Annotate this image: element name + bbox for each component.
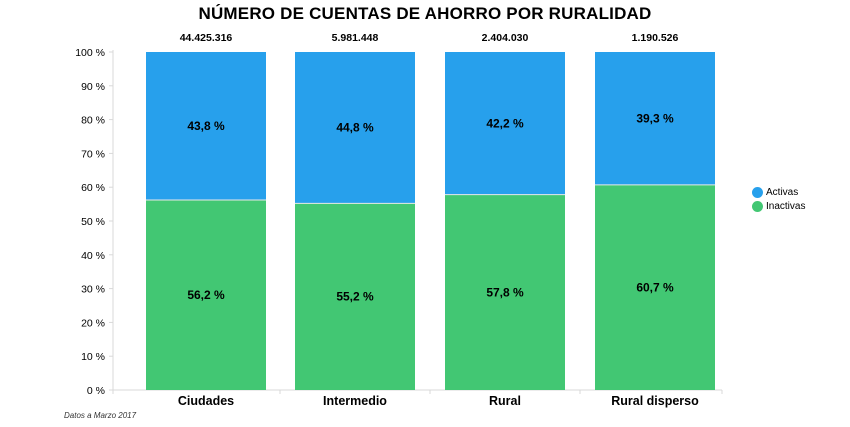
bar-activas-rural xyxy=(445,52,565,195)
y-tick-label: 80 % xyxy=(81,115,105,127)
y-tick-label: 100 % xyxy=(75,47,105,59)
legend-swatch-inactivas xyxy=(752,200,763,212)
y-tick-label: 90 % xyxy=(81,81,105,93)
data-label: 43,8 % xyxy=(187,119,225,133)
bar-inactivas-ciudades xyxy=(146,200,266,390)
data-label: 60,7 % xyxy=(636,280,674,294)
bar-inactivas-rural-disperso xyxy=(595,184,715,390)
x-tick-label: Rural disperso xyxy=(611,394,699,408)
x-tick-label: Intermedio xyxy=(323,394,387,408)
y-tick-label: 10 % xyxy=(81,351,105,363)
data-label: 55,2 % xyxy=(336,290,374,304)
data-label: 56,2 % xyxy=(187,288,225,302)
data-label: 44,8 % xyxy=(336,121,374,135)
legend-item-activas: Activas xyxy=(752,185,805,199)
legend-item-inactivas: Inactivas xyxy=(752,199,805,213)
y-tick-label: 50 % xyxy=(81,216,105,228)
legend-label-inactivas: Inactivas xyxy=(766,200,806,212)
chart-title: NÚMERO DE CUENTAS DE AHORRO POR RURALIDA… xyxy=(198,4,652,23)
x-tick-label: Ciudades xyxy=(178,394,234,408)
data-label: 57,8 % xyxy=(486,285,524,299)
y-tick-label: 20 % xyxy=(81,317,105,329)
y-tick-label: 40 % xyxy=(81,250,105,262)
legend: Activas Inactivas xyxy=(752,185,805,213)
bar-activas-ciudades xyxy=(146,52,266,201)
y-tick-label: 60 % xyxy=(81,182,105,194)
bar-inactivas-rural xyxy=(445,194,565,390)
footnote: Datos a Marzo 2017 xyxy=(64,411,137,420)
y-tick-label: 0 % xyxy=(87,385,105,397)
y-tick-label: 30 % xyxy=(81,284,105,296)
data-label: 39,3 % xyxy=(636,111,674,125)
bar-total-label: 5.981.448 xyxy=(332,32,379,44)
x-tick-label: Rural xyxy=(489,394,521,408)
bar-activas-rural-disperso xyxy=(595,52,715,185)
bar-total-label: 2.404.030 xyxy=(482,32,529,44)
bar-inactivas-intermedio xyxy=(295,203,415,390)
legend-label-activas: Activas xyxy=(766,186,799,198)
data-label: 42,2 % xyxy=(486,116,524,130)
bar-total-label: 44.425.316 xyxy=(180,32,233,44)
bar-total-label: 1.190.526 xyxy=(632,32,679,44)
y-tick-label: 70 % xyxy=(81,148,105,160)
bar-activas-intermedio xyxy=(295,52,415,204)
legend-swatch-activas xyxy=(752,186,763,198)
